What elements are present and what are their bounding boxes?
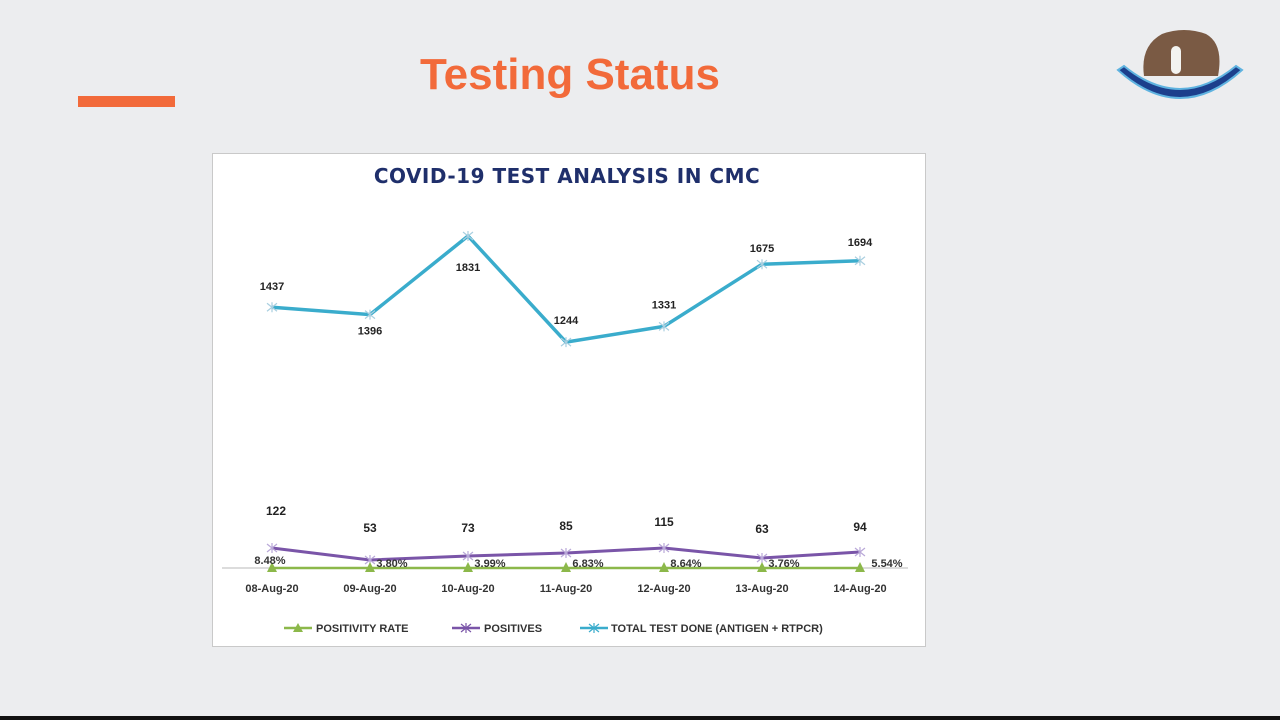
x-tick-label: 12-Aug-20: [637, 583, 690, 595]
positives-marker: [854, 547, 866, 557]
total-tests-marker: [560, 337, 572, 348]
total-tests-data-label: 1437: [260, 281, 284, 293]
total-tests-data-label: 1675: [750, 243, 774, 255]
positives-data-label: 85: [559, 519, 573, 533]
positivity-rate-data-label: 3.76%: [768, 558, 799, 570]
x-tick-label: 09-Aug-20: [343, 583, 396, 595]
x-tick-label: 11-Aug-20: [540, 583, 593, 595]
positives-data-label: 63: [755, 522, 769, 536]
positivity-rate-marker: [855, 562, 865, 572]
positives-data-label: 73: [461, 521, 475, 535]
positives-marker: [266, 543, 278, 553]
positivity-rate-marker: [463, 562, 473, 572]
legend-marker: [293, 623, 303, 632]
x-tick-label: 10-Aug-20: [441, 583, 494, 595]
positivity-rate-data-label: 8.64%: [670, 558, 701, 570]
bottom-strip: [0, 716, 1280, 720]
total-tests-marker: [266, 302, 278, 313]
positivity-rate-data-label: 5.54%: [871, 558, 902, 570]
positives-data-label: 122: [266, 504, 286, 518]
positivity-rate-marker: [757, 562, 767, 572]
cmc-logo: [1116, 30, 1244, 99]
positivity-rate-marker: [365, 562, 375, 572]
total-tests-marker: [854, 255, 866, 266]
total-tests-data-label: 1694: [848, 237, 873, 249]
positivity-rate-data-label: 3.99%: [474, 558, 505, 570]
legend-marker: [588, 623, 600, 633]
total-tests-data-label: 1244: [554, 315, 579, 327]
x-tick-label: 14-Aug-20: [833, 583, 886, 595]
total-tests-marker: [462, 231, 474, 241]
total-tests-marker: [756, 259, 768, 270]
positivity-rate-marker: [267, 562, 277, 572]
slide-title: Testing Status: [420, 50, 720, 99]
total-tests-data-label: 1396: [358, 326, 382, 338]
positivity-rate-data-label: 8.48%: [254, 555, 285, 567]
legend-label: POSITIVES: [484, 623, 542, 635]
positivity-rate-marker: [659, 562, 669, 572]
legend-label: TOTAL TEST DONE (ANTIGEN + RTPCR): [611, 623, 823, 635]
positives-data-label: 94: [853, 520, 867, 534]
chart-frame: [212, 153, 926, 647]
positives-data-label: 115: [654, 515, 674, 529]
x-tick-label: 08-Aug-20: [245, 583, 298, 595]
total-tests-marker: [658, 321, 670, 332]
legend-label: POSITIVITY RATE: [316, 623, 409, 635]
total-tests-marker: [364, 309, 376, 320]
positives-marker: [658, 543, 670, 553]
accent-bar: [78, 96, 175, 107]
positives-data-label: 53: [363, 521, 377, 535]
positives-marker: [462, 551, 474, 561]
legend-marker: [460, 623, 472, 633]
positivity-rate-data-label: 3.80%: [376, 558, 407, 570]
positives-marker: [756, 553, 768, 563]
positivity-rate-data-label: 6.83%: [572, 558, 603, 570]
x-tick-label: 13-Aug-20: [735, 583, 788, 595]
positives-marker: [560, 548, 572, 558]
total-tests-data-label: 1331: [652, 299, 676, 311]
chart-title: COVID-19 TEST ANALYSIS IN CMC: [374, 164, 760, 188]
total-tests-data-label: 1831: [456, 262, 480, 274]
positivity-rate-marker: [561, 562, 571, 572]
